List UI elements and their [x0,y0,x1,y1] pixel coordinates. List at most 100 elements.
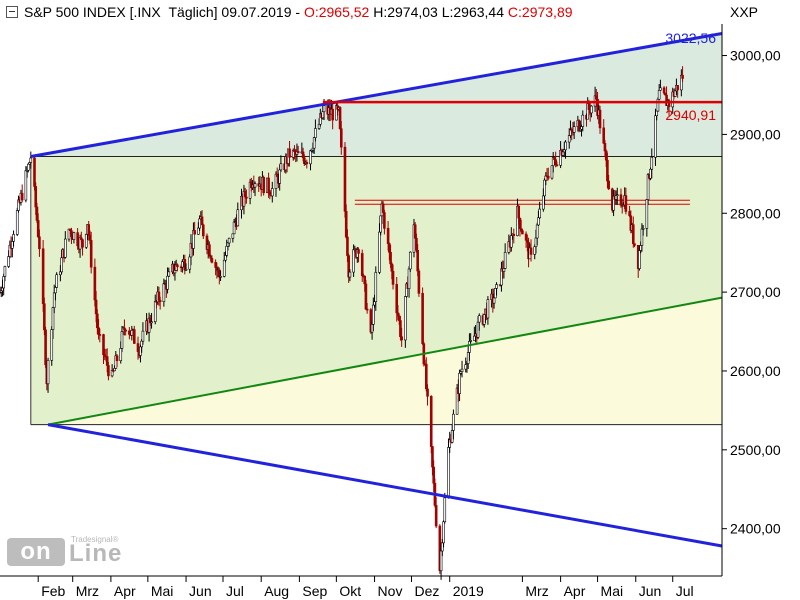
candle-body [640,228,644,246]
candle-body [243,191,247,198]
candle-body [587,103,591,110]
candle-body [38,236,41,250]
candle-body [224,255,227,261]
candle-body [466,352,470,364]
upper-trendline-label: 3022,56 [665,30,716,46]
candle-body [379,215,383,233]
candle-body [96,313,99,329]
candle-body [667,100,671,108]
x-tick-label: Nov [378,583,403,599]
candle-body [654,115,657,158]
candles [0,66,684,580]
x-tick-label: Aug [264,583,289,599]
candle-body [364,283,368,310]
candle-body [363,275,366,285]
candle-body [443,497,447,523]
candle-body [638,250,641,269]
candle-body [267,177,270,193]
candle-body [231,233,235,239]
candle-body [469,340,472,342]
candle-body [624,195,628,212]
candle-body [33,157,36,187]
candle-body [673,90,677,97]
candle-body [602,127,606,144]
candle-body [70,230,73,237]
symbol-code: XXP [730,4,759,20]
candle-body [580,126,583,130]
candle-body [72,232,76,240]
lower-channel-trendline [47,423,723,548]
close-value: C:2973,89 [507,4,573,20]
candle-body [245,196,248,199]
candle-body [93,266,97,301]
onlinebroker-watermark: on Line Tradesignal® [7,535,121,569]
candle-body [561,151,565,156]
x-tick-label: Jun [639,583,662,599]
x-tick-label: Jun [189,583,212,599]
candle-body [452,413,455,431]
candle-body [458,372,461,394]
candle-body [219,276,222,278]
candle-body [526,239,529,243]
candle-body [130,329,134,336]
candle-body [64,238,67,258]
candle-body [124,329,127,332]
candle-body [468,341,471,353]
candle-body [581,114,585,127]
candle-body [181,261,184,268]
candle-body [473,335,476,341]
candle-body [107,365,110,377]
candle-body [415,237,418,251]
candle-body [197,227,200,235]
candle-body [595,95,598,100]
collapse-icon[interactable] [6,6,18,18]
candle-body [521,230,524,235]
candle-body [407,268,411,289]
candle-body [184,268,188,271]
candle-body [214,262,217,268]
candle-body [59,271,62,276]
candle-body [598,109,602,129]
candle-body [572,126,576,133]
candle-body [391,270,395,285]
channel-fill-upper [30,33,722,157]
candle-body [421,293,424,344]
x-tick-label: Jul [226,583,244,599]
x-tick-label: Jul [676,583,694,599]
candle-body [87,224,91,236]
candle-body [198,218,201,229]
candle-body [208,244,211,257]
chart-header: S&P 500 INDEX [.INX Täglich] 09.07.2019 … [0,0,722,24]
resistance-label: 2940,91 [665,107,716,123]
candle-body [331,108,334,121]
candle-body [50,329,54,361]
candle-body [441,542,444,552]
candle-body [464,364,468,370]
candle-body [43,303,46,331]
candle-body [628,211,631,217]
candle-body [20,192,24,201]
candle-body [431,446,434,468]
x-tick-label: Dez [415,583,440,599]
candle-body [477,315,481,323]
candle-body [370,324,374,333]
candle-body [439,550,443,572]
candle-body [7,256,10,267]
candle-body [226,242,230,247]
candle-body [442,521,445,544]
candle-body [413,224,417,239]
candle-body [389,252,392,265]
candle-body [650,156,654,170]
candle-body [296,151,300,154]
candle-body [113,368,116,372]
candle-body [94,299,98,315]
candle-body [447,447,450,499]
candle-body [232,221,236,235]
candle-body [268,191,272,196]
candle-body [27,163,30,171]
candle-body [606,159,609,182]
candle-body [3,266,7,277]
candle-body [262,176,265,194]
support-trendline [47,296,723,426]
candle-body [158,300,162,302]
